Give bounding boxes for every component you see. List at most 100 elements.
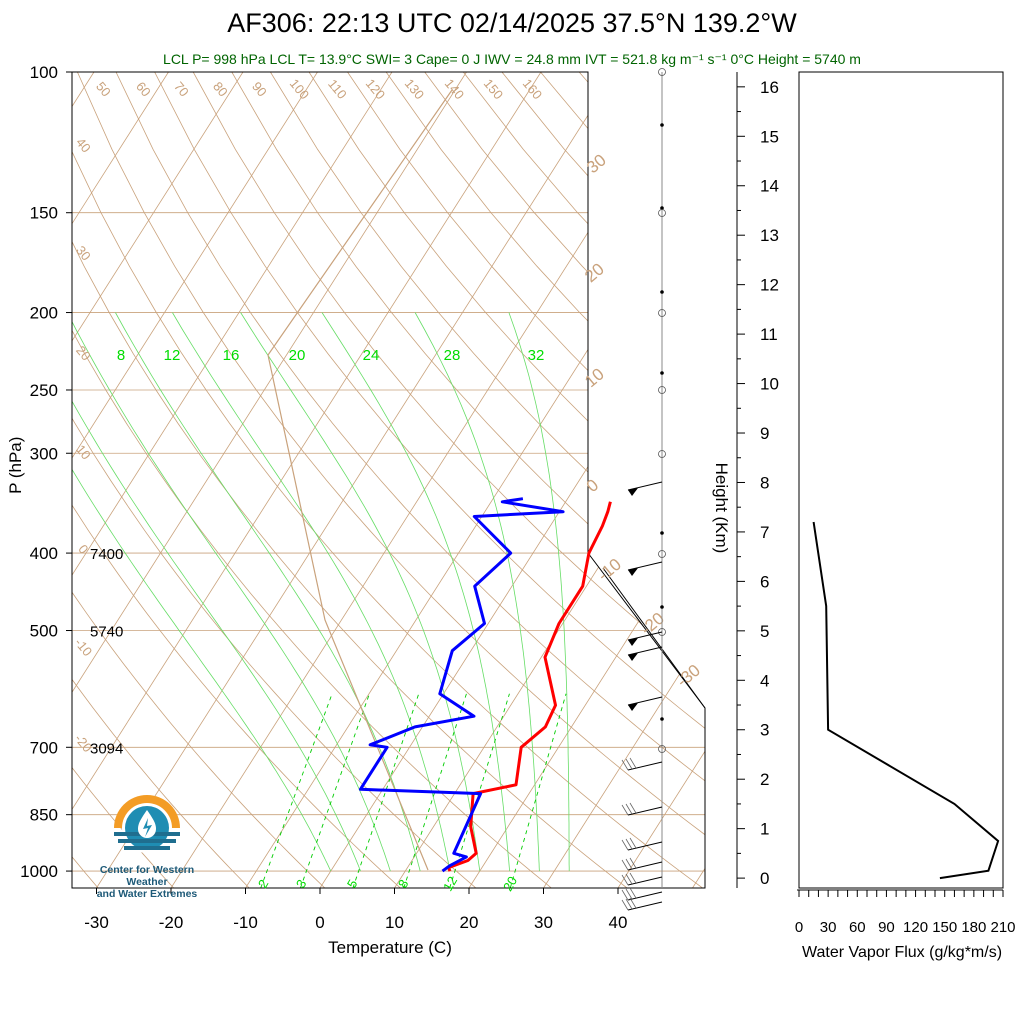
isotherm-line <box>170 72 691 888</box>
y-tick-label: 250 <box>30 381 58 400</box>
dry-adiabat-line <box>231 72 705 888</box>
height-tick-label: 1 <box>760 820 769 839</box>
wind-dot <box>660 123 664 127</box>
height-tick-label: 7 <box>760 523 769 542</box>
y-tick-label: 1000 <box>20 862 58 881</box>
mixing-ratio-bottom-label: 2 <box>255 877 272 891</box>
y-axis-title: P (hPa) <box>6 437 25 494</box>
dry-adiabat-line <box>72 72 552 888</box>
dry-adiabat-line <box>462 72 705 888</box>
theta-left-label: 40 <box>73 135 94 156</box>
dry-adiabat-line <box>72 72 401 888</box>
dry-adiabat-line <box>72 72 477 888</box>
theta-label: 60 <box>133 79 154 100</box>
flux-x-tick-label: 30 <box>820 919 837 936</box>
moist-adiabat-line <box>115 312 421 872</box>
wind-pennant <box>628 653 638 661</box>
x-tick-label: 40 <box>609 913 628 932</box>
dewpoint-line <box>358 497 565 873</box>
wind-dot <box>660 206 664 210</box>
wind-barb <box>627 761 663 771</box>
wind-calm-circle <box>658 628 666 636</box>
parcel-path-line <box>267 89 453 871</box>
wind-calm-circle <box>658 386 666 394</box>
skew-frame-diagonal <box>602 567 706 709</box>
wind-barb <box>627 696 663 706</box>
isotherm-line <box>319 72 705 888</box>
dry-adiabat-line <box>72 72 250 888</box>
moist-adiabat-line <box>414 312 540 872</box>
wind-pennant <box>628 703 638 711</box>
wind-dot <box>660 717 664 721</box>
wind-feather <box>629 897 637 909</box>
isotherm-label: 10 <box>581 364 608 391</box>
isotherm-line <box>72 72 393 888</box>
wind-feather <box>621 839 629 851</box>
chart-subtitle: LCL P= 998 hPa LCL T= 13.9°C SWI= 3 Cape… <box>163 51 861 67</box>
isotherm-label: -10 <box>594 555 625 585</box>
dry-adiabat-line <box>72 72 326 888</box>
isotherm-line <box>72 72 244 888</box>
flux-x-tick-label: 150 <box>932 919 957 936</box>
isotherm-line <box>245 72 705 888</box>
dry-adiabat-line <box>72 72 174 888</box>
wind-feather <box>621 874 629 886</box>
mixing-ratio-line <box>260 693 333 888</box>
wind-feather <box>625 898 633 910</box>
height-tick-label: 8 <box>760 473 769 492</box>
cw3e-logo: Center for Western Weather and Water Ext… <box>82 784 242 900</box>
flux-x-tick-label: 120 <box>903 919 928 936</box>
mixing-ratio-top-label: 28 <box>444 347 461 364</box>
wind-feather <box>625 838 633 850</box>
wind-feather <box>621 804 629 816</box>
height-mark-label: 5740 <box>90 624 123 641</box>
mixing-ratio-line <box>509 693 567 888</box>
isotherm-label: 30 <box>583 150 610 177</box>
height-tick-label: 15 <box>760 127 779 146</box>
mixing-ratio-bottom-label: 20 <box>500 874 520 894</box>
theta-label: 150 <box>481 76 506 102</box>
wind-barb <box>627 891 663 901</box>
wind-calm-circle <box>658 309 666 317</box>
wind-barb <box>627 631 663 641</box>
moist-adiabat-line <box>72 312 361 872</box>
wind-dot <box>660 531 664 535</box>
y-tick-label: 300 <box>30 444 58 463</box>
moist-adiabat-line <box>72 312 332 872</box>
height-axis-title: Height (Km) <box>712 463 731 554</box>
height-mark-label: 7400 <box>90 546 123 563</box>
theta-left-label: 30 <box>73 243 94 264</box>
wind-barb <box>627 876 663 886</box>
height-tick-label: 14 <box>760 177 779 196</box>
mixing-ratio-bottom-label: 12 <box>440 874 460 894</box>
wind-calm-circle <box>658 209 666 217</box>
dry-adiabat-line <box>115 72 705 888</box>
wind-feather <box>629 802 637 814</box>
dry-adiabat-line <box>154 72 705 888</box>
isotherm-label: -30 <box>673 661 704 691</box>
theta-label: 130 <box>402 76 427 102</box>
height-tick-label: 12 <box>760 276 779 295</box>
flux-x-tick-label: 180 <box>961 919 986 936</box>
theta-label: 110 <box>325 76 350 102</box>
y-tick-label: 150 <box>30 204 58 223</box>
flux-x-axis-title: Water Vapor Flux (g/kg*m/s) <box>802 944 1002 961</box>
height-tick-label: 6 <box>760 572 769 591</box>
flux-frame <box>798 71 1004 889</box>
x-tick-label: 0 <box>315 913 324 932</box>
mixing-ratio-top-label: 24 <box>363 347 380 364</box>
wind-feather <box>629 757 637 769</box>
moist-adiabat-line <box>508 312 570 872</box>
wind-barb <box>627 561 663 571</box>
isotherm-line <box>72 72 467 888</box>
wind-feather <box>625 758 633 770</box>
wind-barb <box>627 806 663 816</box>
wind-feather <box>629 857 637 869</box>
height-tick-label: 10 <box>760 375 779 394</box>
flux-x-tick-label: 0 <box>795 919 803 936</box>
isotherm-line <box>72 72 169 888</box>
wind-calm-circle <box>658 550 666 558</box>
wind-barb <box>627 841 663 851</box>
mixing-ratio-top-label: 20 <box>289 347 306 364</box>
